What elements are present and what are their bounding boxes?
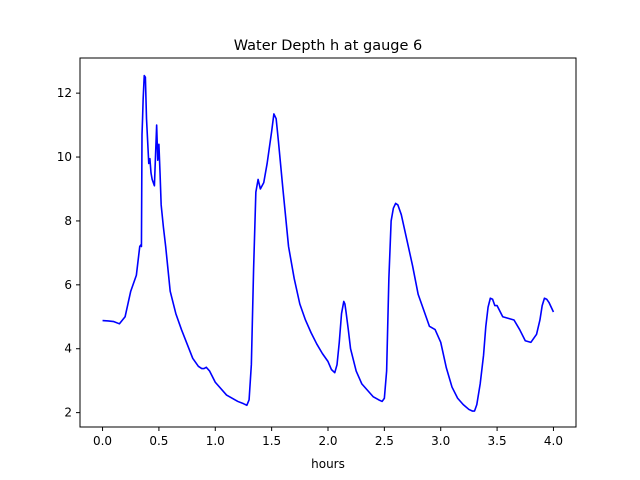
y-tick-label: 10	[57, 150, 72, 164]
x-tick-label: 3.5	[488, 434, 507, 448]
plot-area	[102, 74, 555, 412]
x-tick-label: 2.5	[375, 434, 394, 448]
x-tick-label: 1.5	[262, 434, 281, 448]
x-tick-label: 2.0	[318, 434, 337, 448]
x-tick-label: 1.0	[206, 434, 225, 448]
x-tick-label: 3.0	[431, 434, 450, 448]
y-tick-label: 4	[64, 342, 72, 356]
y-tick-label: 2	[64, 406, 72, 420]
chart-title: Water Depth h at gauge 6	[234, 38, 422, 54]
plot-frame	[79, 57, 577, 428]
x-tick-label: 0.0	[93, 434, 112, 448]
x-axis-label: hours	[311, 457, 345, 471]
y-tick-label: 8	[64, 214, 72, 228]
y-axis: 2 4 6 8 10 12	[57, 86, 80, 420]
series-line-0	[102, 74, 555, 412]
y-tick-label: 6	[64, 278, 72, 292]
x-tick-label: 4.0	[544, 434, 563, 448]
x-axis: 0.0 0.5 1.0 1.5 2.0 2.5 3.0 3.5 4.0	[93, 427, 563, 448]
y-tick-label: 12	[57, 86, 72, 100]
x-tick-label: 0.5	[149, 434, 168, 448]
